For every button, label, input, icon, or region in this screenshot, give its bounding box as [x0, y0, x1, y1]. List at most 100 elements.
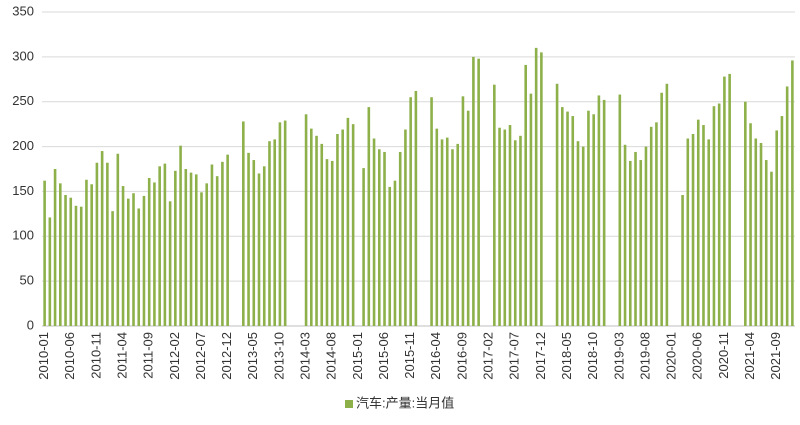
bar [555, 83, 559, 327]
bar [660, 92, 663, 326]
bar [723, 76, 726, 326]
bar [655, 122, 658, 326]
bar [456, 143, 460, 326]
bar [649, 126, 653, 326]
bar [194, 174, 198, 326]
bar [451, 149, 454, 326]
bar [508, 125, 512, 326]
bar [226, 154, 229, 326]
x-tick-label: 2013-05 [245, 332, 260, 380]
x-tick-label: 2011-09 [141, 332, 156, 379]
bar [132, 193, 135, 326]
bar [283, 120, 287, 326]
x-tick-label: 2016-09 [454, 332, 469, 380]
bar [341, 129, 344, 326]
bar [696, 119, 700, 327]
bar [566, 111, 569, 326]
bar [247, 152, 250, 326]
bar [262, 166, 266, 326]
bar [780, 116, 784, 326]
bar [519, 135, 522, 326]
bar [587, 110, 590, 326]
bar [534, 47, 538, 327]
bar [330, 160, 334, 326]
bar [440, 139, 444, 326]
bar [744, 101, 747, 326]
bar [754, 138, 758, 326]
bar [749, 123, 752, 326]
x-tick-label: 2010-06 [62, 332, 77, 380]
bar [602, 99, 606, 326]
bar [215, 176, 219, 326]
bar [210, 164, 214, 326]
y-tick-label: 200 [12, 138, 34, 153]
x-tick-label: 2012-02 [167, 332, 182, 380]
bar [310, 128, 313, 326]
x-tick-label: 2019-08 [637, 332, 652, 380]
x-tick-label: 2014-03 [298, 332, 313, 380]
bar [137, 208, 141, 326]
bar [153, 182, 156, 326]
bar [174, 170, 177, 326]
bar [430, 97, 433, 326]
bar [64, 195, 67, 326]
x-tick-label: 2020-01 [664, 332, 679, 380]
x-tick-label: 2012-12 [219, 332, 234, 380]
y-tick-label: 150 [12, 183, 34, 198]
bar [367, 107, 371, 327]
bar [372, 138, 376, 326]
bar [634, 151, 637, 326]
bar [383, 151, 386, 326]
bar [409, 97, 412, 326]
bar [336, 134, 339, 326]
bar [759, 142, 763, 326]
bar [461, 96, 465, 327]
bar [404, 129, 407, 326]
bar [189, 172, 193, 326]
bar [513, 140, 517, 326]
x-tick-label: 2015-01 [350, 332, 365, 380]
x-tick-label: 2015-11 [402, 332, 417, 379]
bar [393, 180, 397, 326]
bar [529, 93, 533, 326]
x-tick-label: 2020-06 [690, 332, 705, 380]
bar [257, 173, 261, 326]
bar [179, 145, 182, 326]
bar [524, 64, 527, 326]
bar [168, 201, 172, 326]
x-tick-label: 2017-12 [533, 332, 548, 380]
bar [79, 206, 83, 326]
bar [362, 168, 365, 326]
bar [126, 198, 130, 326]
bar [320, 143, 324, 326]
x-tick-label: 2010-01 [36, 332, 51, 380]
bar [59, 183, 62, 326]
bar [435, 128, 439, 326]
bar [791, 60, 794, 327]
bar [775, 130, 778, 326]
bar [252, 160, 256, 326]
bar [116, 153, 120, 326]
x-tick-label: 2014-08 [324, 332, 339, 380]
bar [728, 73, 731, 326]
bar [163, 163, 167, 326]
bar [707, 139, 711, 326]
y-tick-label: 350 [12, 3, 34, 18]
bar [702, 125, 705, 326]
x-tick-label: 2012-07 [193, 332, 208, 380]
x-tick-label: 2013-10 [271, 332, 286, 380]
bar [315, 135, 318, 326]
x-tick-label: 2017-07 [507, 332, 522, 380]
y-tick-label: 50 [20, 273, 34, 288]
legend-swatch [345, 400, 353, 408]
bar [785, 86, 789, 326]
bar [691, 134, 695, 326]
bar [493, 84, 496, 326]
bar [764, 160, 768, 326]
y-tick-label: 250 [12, 93, 34, 108]
bar [69, 197, 73, 326]
bar [184, 169, 188, 326]
x-tick-label: 2018-10 [585, 332, 600, 380]
bar [717, 103, 721, 326]
